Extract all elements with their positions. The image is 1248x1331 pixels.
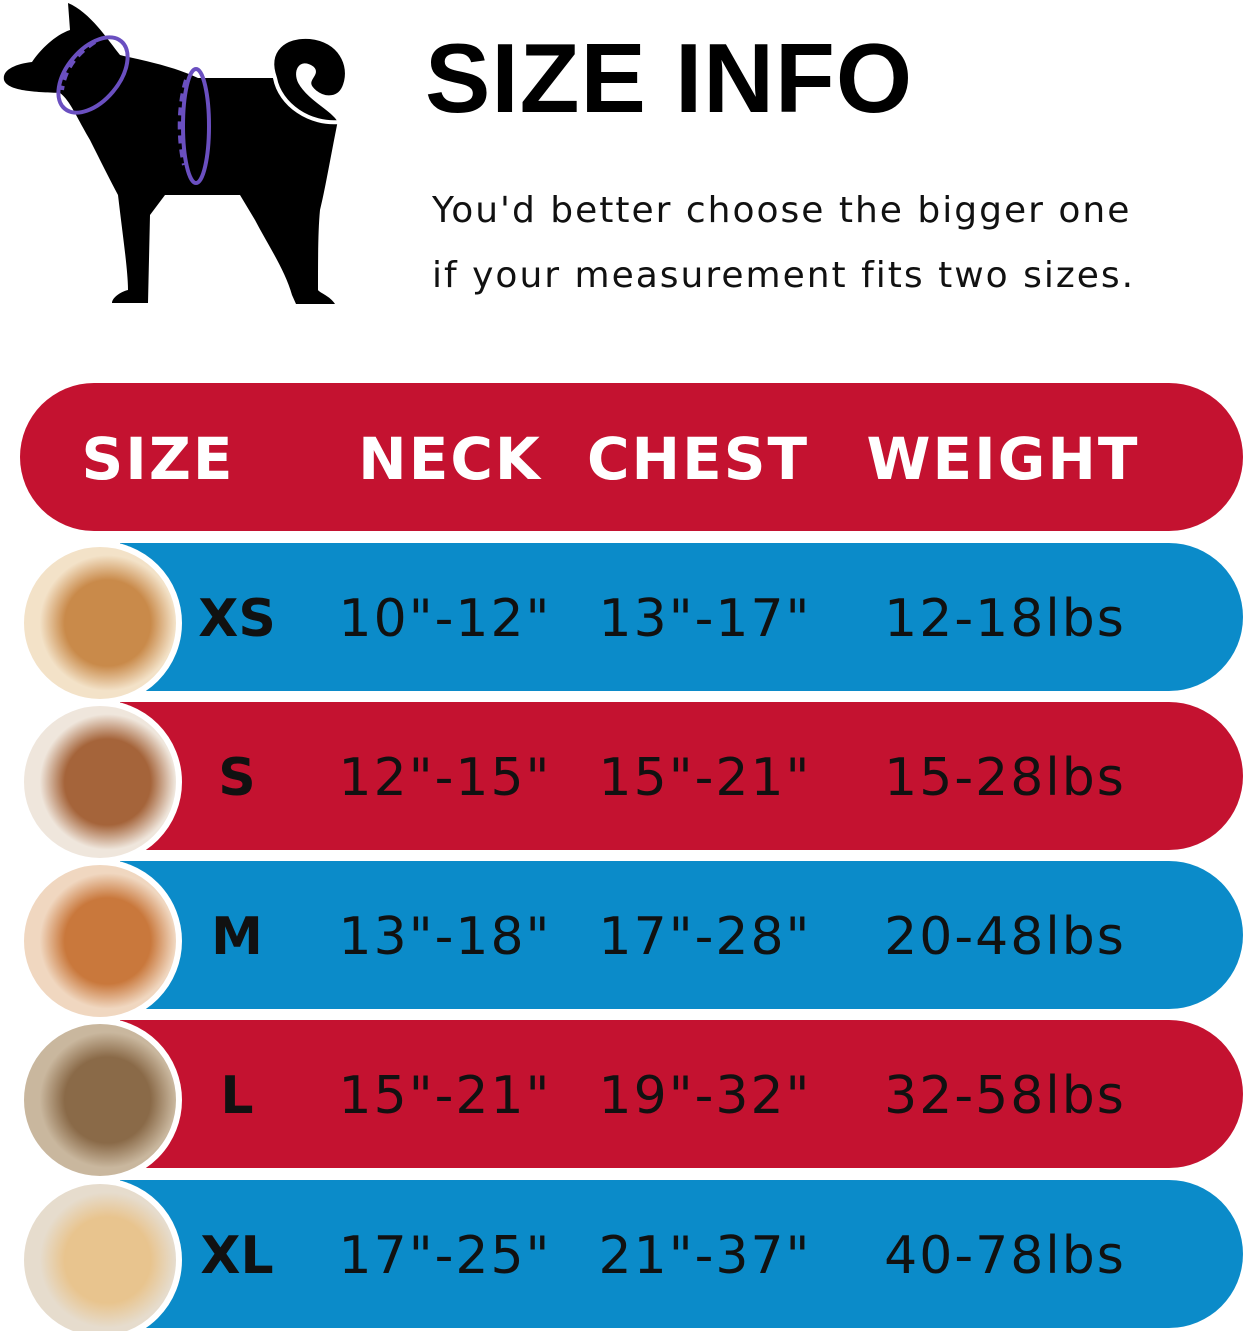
- size-cell: S: [218, 748, 256, 808]
- neck-cell: 12"-15": [338, 748, 552, 808]
- header-chest: CHEST: [586, 425, 810, 493]
- size-cell: M: [211, 907, 263, 967]
- chest-cell: 19"-32": [598, 1066, 812, 1126]
- size-cell: L: [220, 1066, 254, 1126]
- dog-silhouette-icon: [3, 3, 349, 304]
- french-bulldog-photo: [18, 1018, 182, 1182]
- table-row: M 13"-18" 17"-28" 20-48lbs: [0, 859, 1248, 1023]
- subtitle-line-2: if your measurement fits two sizes.: [432, 255, 1136, 296]
- row-band: [120, 702, 1243, 850]
- row-band: [120, 1020, 1243, 1168]
- table-row: L 15"-21" 19"-32" 32-58lbs: [0, 1018, 1248, 1182]
- chest-cell: 13"-17": [598, 589, 812, 649]
- chest-cell: 17"-28": [598, 907, 812, 967]
- shiba-inu-photo: [18, 859, 182, 1023]
- weight-cell: 32-58lbs: [884, 1066, 1126, 1126]
- header-weight: WEIGHT: [866, 425, 1140, 493]
- poodle-photo: [18, 700, 182, 864]
- chest-cell: 15"-21": [598, 748, 812, 808]
- neck-cell: 15"-21": [338, 1066, 552, 1126]
- weight-cell: 15-28lbs: [884, 748, 1126, 808]
- labrador-photo: [18, 1178, 182, 1331]
- weight-cell: 20-48lbs: [884, 907, 1126, 967]
- row-band: [120, 543, 1243, 691]
- size-cell: XL: [200, 1226, 274, 1286]
- header-neck: NECK: [358, 425, 542, 493]
- table-row: XL 17"-25" 21"-37" 40-78lbs: [0, 1178, 1248, 1331]
- pomeranian-photo: [18, 541, 182, 705]
- row-band: [120, 1180, 1243, 1328]
- table-row: XS 10"-12" 13"-17" 12-18lbs: [0, 541, 1248, 705]
- size-cell: XS: [198, 589, 276, 649]
- row-band: [120, 861, 1243, 1009]
- header-size: SIZE: [81, 425, 235, 493]
- weight-cell: 40-78lbs: [884, 1226, 1126, 1286]
- page-title: SIZE INFO: [425, 23, 914, 133]
- neck-cell: 13"-18": [338, 907, 552, 967]
- chest-cell: 21"-37": [598, 1226, 812, 1286]
- neck-cell: 17"-25": [338, 1226, 552, 1286]
- table-header: SIZE NECK CHEST WEIGHT: [20, 383, 1243, 531]
- neck-cell: 10"-12": [338, 589, 552, 649]
- table-row: S 12"-15" 15"-21" 15-28lbs: [0, 700, 1248, 864]
- subtitle-line-1: You'd better choose the bigger one: [432, 190, 1132, 231]
- weight-cell: 12-18lbs: [884, 589, 1126, 649]
